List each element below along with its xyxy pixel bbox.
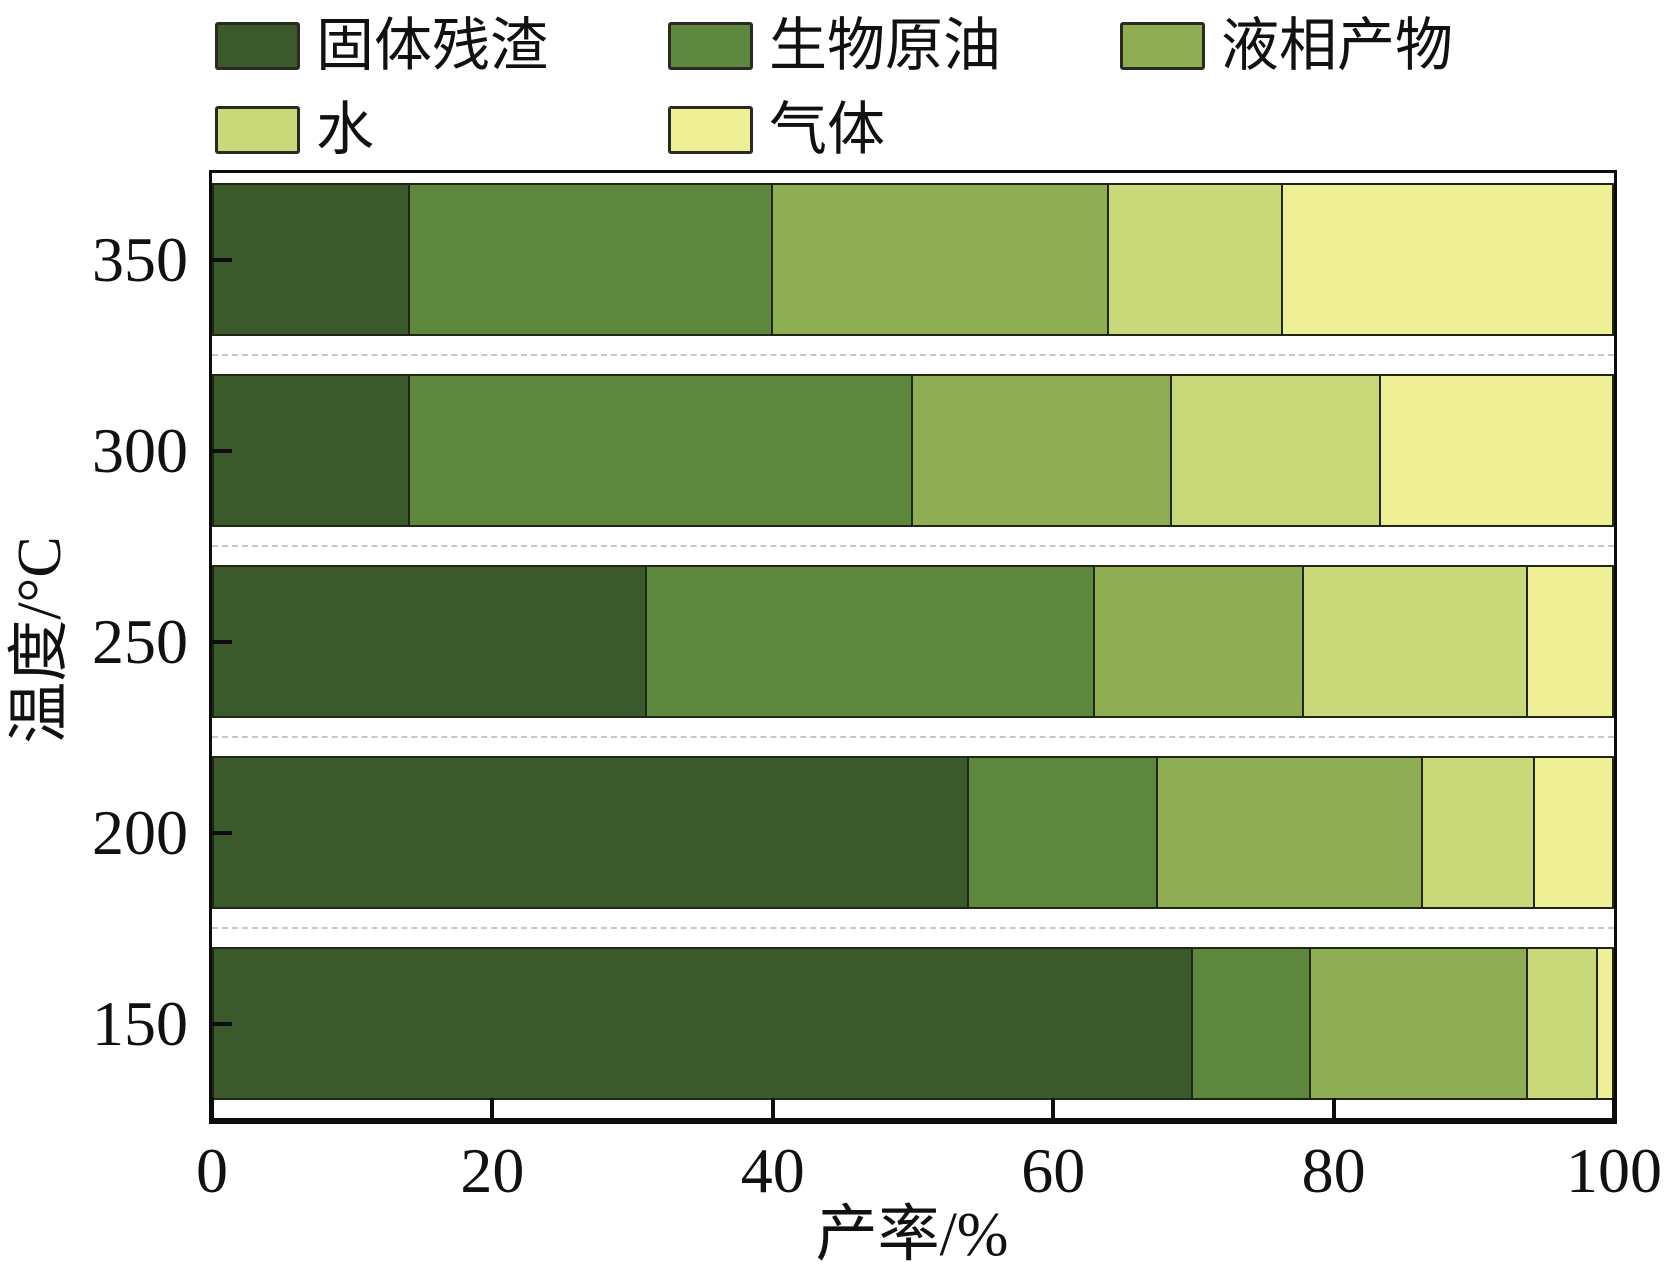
x-tick-label-40: 40 xyxy=(740,1135,805,1206)
bar-segment-液相产物 xyxy=(1094,567,1305,716)
x-tick-label-60: 60 xyxy=(1021,1135,1086,1206)
bar-segment-生物原油 xyxy=(1192,949,1312,1098)
x-axis-tick xyxy=(490,1098,495,1118)
legend-item-liquid-product: 液相产物 xyxy=(1120,13,1454,78)
legend-label: 生物原油 xyxy=(769,13,1002,78)
bar-segment-液相产物 xyxy=(1157,758,1424,907)
y-tick-label-250: 250 xyxy=(92,605,188,677)
plot-area xyxy=(209,170,1617,1124)
legend-label: 水 xyxy=(316,97,375,162)
x-axis-tick xyxy=(1051,1098,1056,1118)
bar-segment-液相产物 xyxy=(1311,949,1529,1098)
x-axis-tick xyxy=(1331,1098,1336,1118)
bar-segment-生物原油 xyxy=(968,758,1158,907)
legend-item-biocrude: 生物原油 xyxy=(668,13,1002,78)
y-axis-tick xyxy=(212,257,232,262)
bar-segment-固体残渣 xyxy=(214,758,969,907)
y-tick-label-200: 200 xyxy=(92,796,188,868)
bar-separator-line xyxy=(212,736,1614,738)
y-axis-tick xyxy=(212,830,232,835)
bar-segment-水 xyxy=(1108,185,1284,334)
bar-row-150 xyxy=(212,947,1614,1100)
legend-swatch-icon xyxy=(668,22,753,70)
bar-segment-固体残渣 xyxy=(214,185,410,334)
bar-segment-气体 xyxy=(1381,376,1612,525)
bar-segment-生物原油 xyxy=(409,376,913,525)
y-axis-tick xyxy=(212,448,232,453)
bar-segment-气体 xyxy=(1528,567,1612,716)
x-axis-tick xyxy=(770,1098,775,1118)
x-tick-label-100: 100 xyxy=(1566,1135,1662,1206)
bar-row-350 xyxy=(212,183,1614,336)
bar-row-250 xyxy=(212,565,1614,718)
y-tick-label-150: 150 xyxy=(92,987,188,1059)
bar-separator-line xyxy=(212,354,1614,356)
y-tick-label-350: 350 xyxy=(92,223,188,295)
legend-swatch-icon xyxy=(215,106,300,154)
bar-segment-液相产物 xyxy=(912,376,1172,525)
bar-segment-气体 xyxy=(1598,949,1612,1098)
bar-separator-line xyxy=(212,927,1614,929)
y-tick-label-300: 300 xyxy=(92,414,188,486)
bar-segment-水 xyxy=(1171,376,1382,525)
bar-segment-固体残渣 xyxy=(214,949,1193,1098)
bar-segment-生物原油 xyxy=(647,567,1095,716)
legend-swatch-icon xyxy=(215,22,300,70)
x-axis-tick xyxy=(210,1098,214,1118)
y-axis-tick xyxy=(212,1021,232,1026)
bar-segment-水 xyxy=(1304,567,1529,716)
legend-label: 气体 xyxy=(769,97,886,162)
bar-segment-气体 xyxy=(1283,185,1612,334)
legend-label: 液相产物 xyxy=(1221,13,1454,78)
legend-label: 固体残渣 xyxy=(316,13,549,78)
x-tick-label-80: 80 xyxy=(1301,1135,1366,1206)
legend-item-gas: 气体 xyxy=(668,97,886,162)
bar-segment-生物原油 xyxy=(409,185,774,334)
bar-row-300 xyxy=(212,374,1614,527)
x-tick-label-0: 0 xyxy=(196,1135,228,1206)
bar-segment-水 xyxy=(1423,758,1536,907)
x-axis-title: 产率/% xyxy=(815,1201,1009,1269)
bar-segment-固体残渣 xyxy=(214,376,410,525)
bar-segment-水 xyxy=(1528,949,1598,1098)
x-tick-label-20: 20 xyxy=(460,1135,525,1206)
x-axis-tick xyxy=(1612,1098,1616,1118)
legend-item-water: 水 xyxy=(215,97,375,162)
bar-separator-line xyxy=(212,545,1614,547)
legend-swatch-icon xyxy=(1120,22,1205,70)
bar-segment-固体残渣 xyxy=(214,567,648,716)
y-axis-tick xyxy=(212,639,232,644)
bar-segment-气体 xyxy=(1535,758,1612,907)
legend-item-solid-residue: 固体残渣 xyxy=(215,13,549,78)
legend-swatch-icon xyxy=(668,106,753,154)
bar-segment-液相产物 xyxy=(773,185,1109,334)
bar-row-200 xyxy=(212,756,1614,909)
